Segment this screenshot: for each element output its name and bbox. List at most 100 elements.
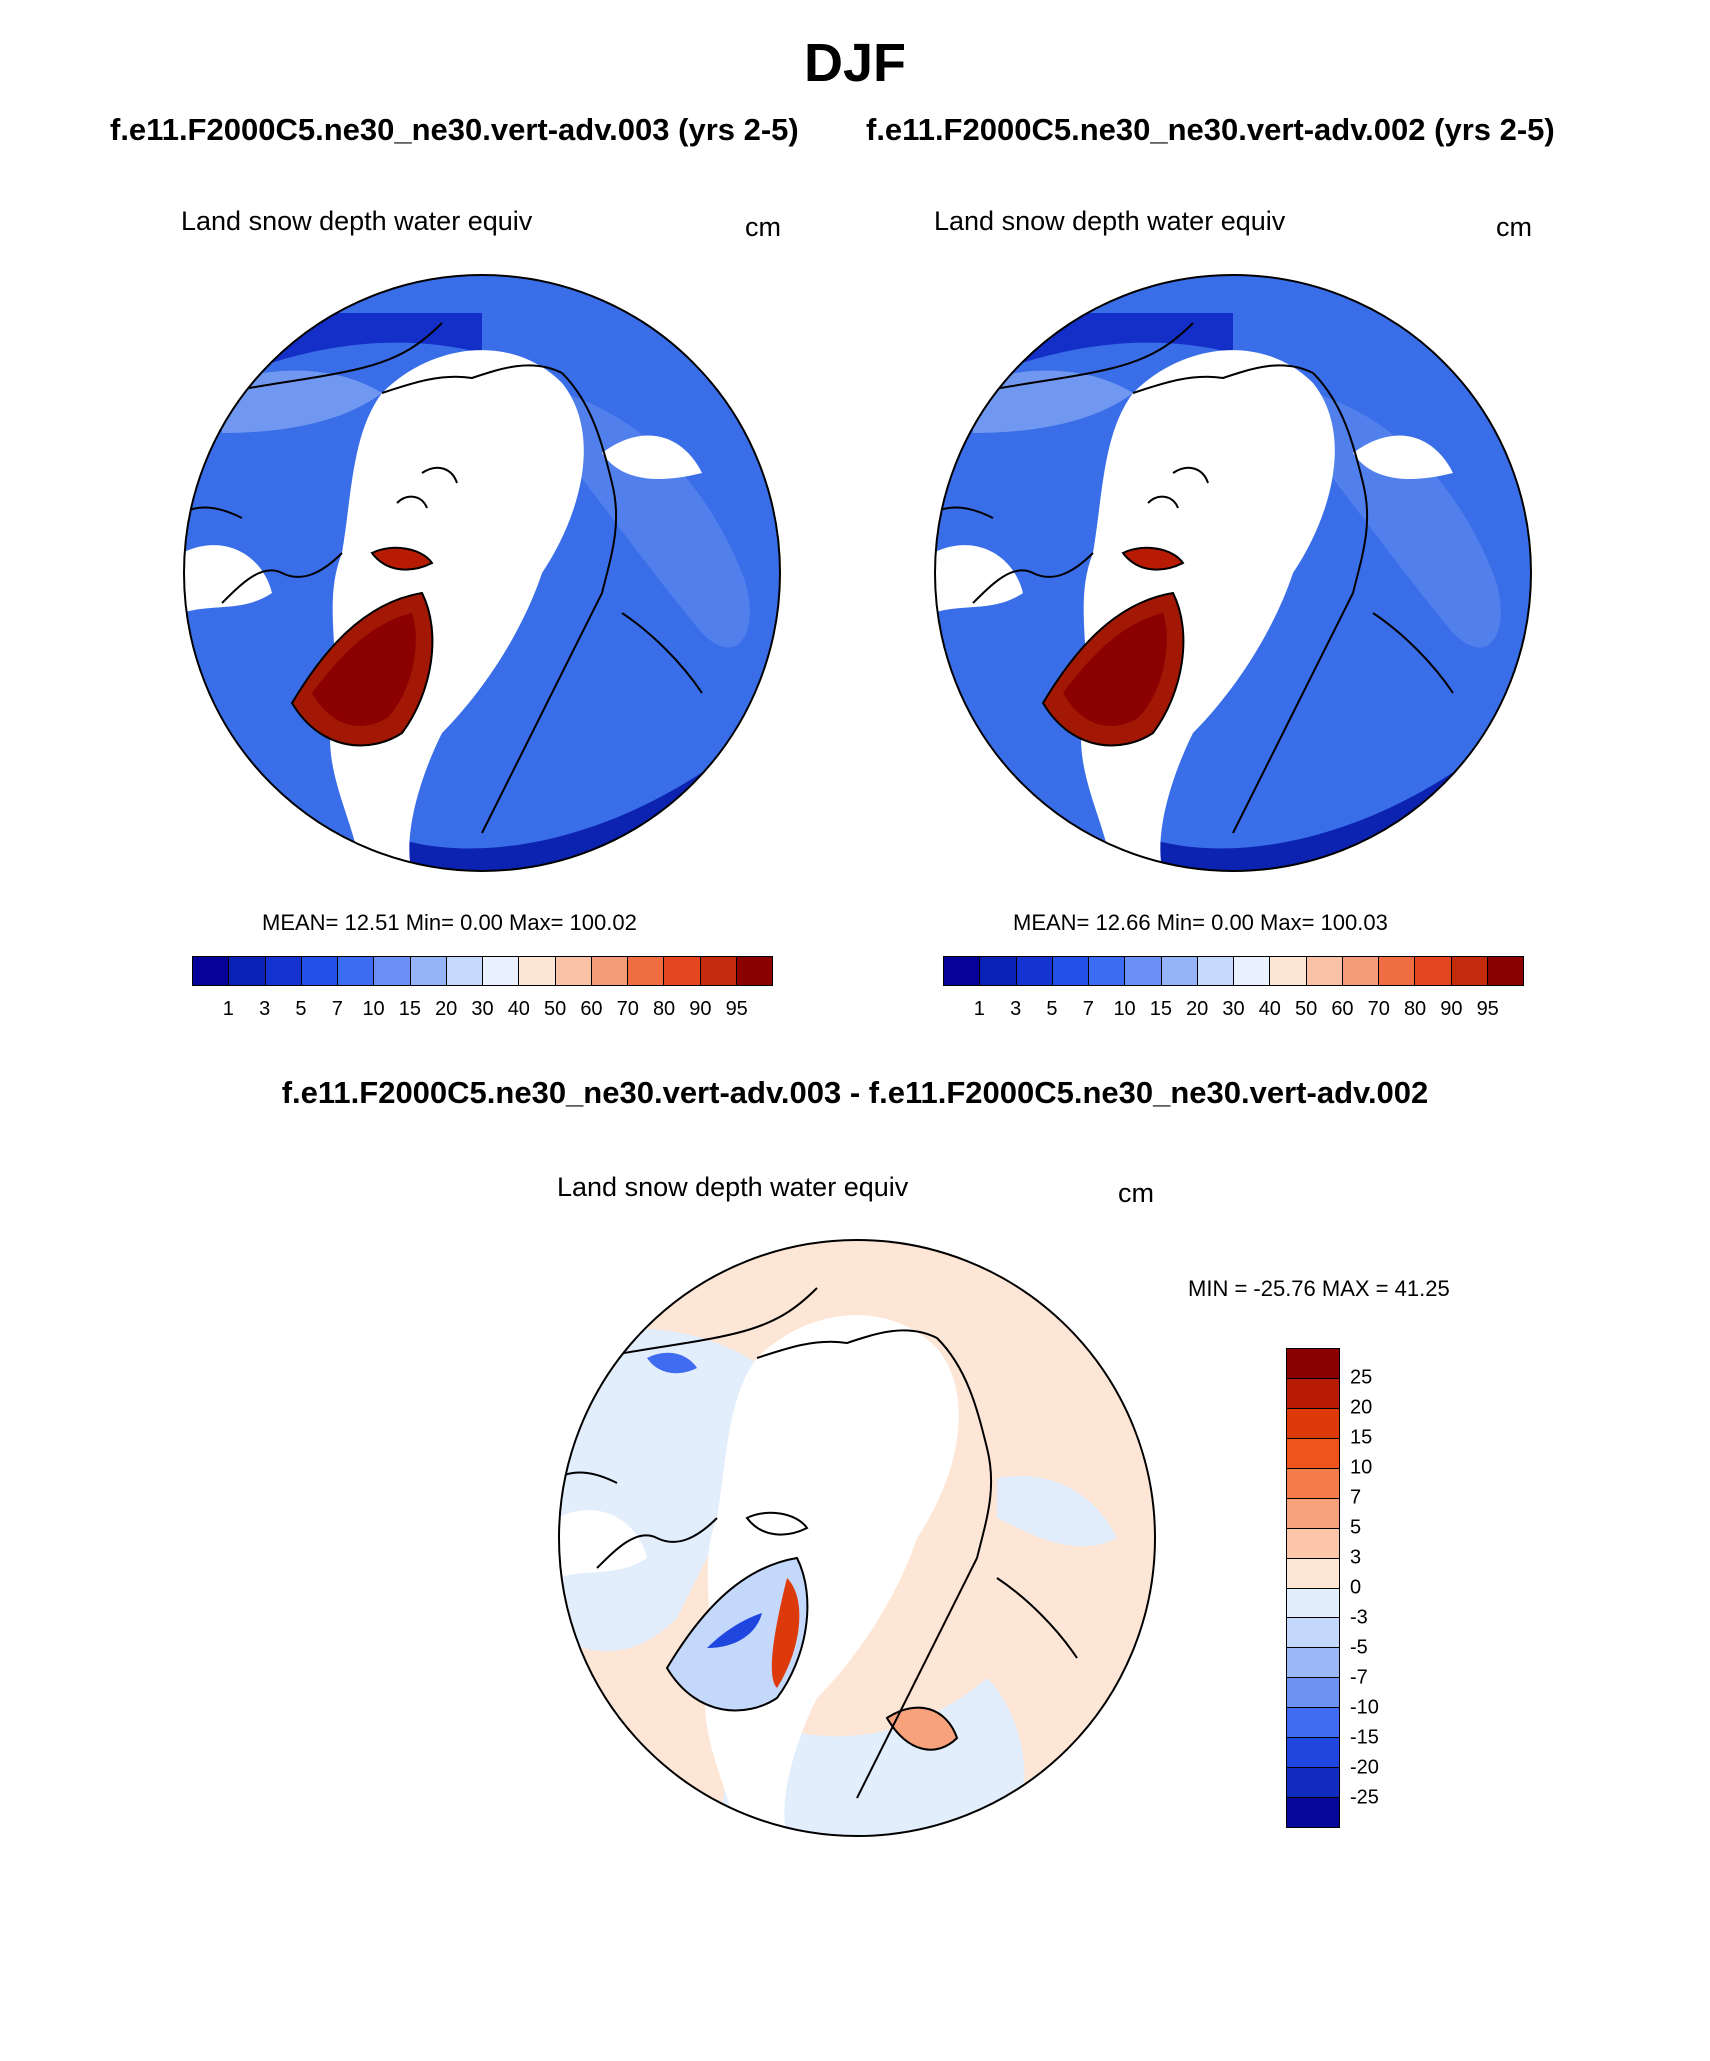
panel-a-colorbar-tick-label: 30 xyxy=(471,998,494,1020)
panel-a-greenland-core xyxy=(312,613,416,726)
panel-b-atlantic xyxy=(935,545,1023,613)
panel-diff-colorbar-swatch xyxy=(1287,1678,1339,1709)
panel-diff-colorbar-swatch xyxy=(1287,1378,1339,1409)
panel-diff-colorbar-tick-label: 7 xyxy=(1350,1486,1362,1509)
panel-b-colorbar-tick-label: 20 xyxy=(1186,998,1209,1020)
panel-diff-atlantic xyxy=(559,1510,647,1578)
panel-b-colorbar-swatch xyxy=(1089,957,1126,985)
panel-diff-map xyxy=(558,1239,1156,1837)
panel-a-colorbar-swatch xyxy=(736,957,772,985)
panel-b-alaska-ocean xyxy=(1353,435,1453,479)
panel-diff-colorbar-swatch xyxy=(1287,1798,1339,1827)
panel-diff-colorbar-swatch xyxy=(1287,1498,1339,1529)
panel-diff-units-label: cm xyxy=(1118,1178,1154,1208)
panel-a-map xyxy=(183,274,781,872)
panel-b-stats: MEAN= 12.66 Min= 0.00 Max= 100.03 xyxy=(1013,910,1388,935)
panel-b-colorbar-tick-label: 7 xyxy=(1082,998,1094,1020)
panel-b-colorbar-swatch xyxy=(1016,957,1053,985)
panel-diff-colorbar-swatch xyxy=(1287,1438,1339,1469)
panel-b-map-border xyxy=(934,274,1532,872)
panel-a-colorbar-tick-label: 50 xyxy=(544,998,567,1020)
panel-b-units-label: cm xyxy=(1496,212,1532,242)
panel-diff-colorbar-swatch xyxy=(1287,1708,1339,1739)
panel-b-map xyxy=(934,274,1532,872)
panel-diff-colorbar-tick-label: 0 xyxy=(1350,1576,1362,1599)
panel-diff-colorbar-tick-label: -7 xyxy=(1350,1666,1368,1689)
panel-diff-colorbar-tick-label: -5 xyxy=(1350,1636,1368,1659)
panel-diff-colorbar-swatch xyxy=(1287,1738,1339,1769)
panel-diff-colorbar-swatch xyxy=(1287,1558,1339,1589)
panel-b-colorbar-tick-label: 30 xyxy=(1222,998,1245,1020)
panel-diff-stats: MIN = -25.76 MAX = 41.25 xyxy=(1188,1276,1450,1301)
panel-diff-greenland-blue xyxy=(707,1613,762,1648)
panel-a-colorbar-tick-label: 80 xyxy=(652,998,676,1020)
panel-diff-colorbar-swatch xyxy=(1287,1349,1339,1379)
panel-b-colorbar-swatch xyxy=(1379,957,1416,985)
panel-diff-colorbar-tick-label: -3 xyxy=(1350,1606,1368,1629)
panel-a-colorbar-swatch xyxy=(700,957,737,985)
panel-a-colorbar-swatch xyxy=(338,957,375,985)
panel-a-ellesmere-snow xyxy=(372,547,432,570)
panel-b-colorbar-tick-label: 60 xyxy=(1331,998,1354,1020)
panel-a-colorbar-swatch xyxy=(483,957,520,985)
panel-a-colorbar-tick-label: 10 xyxy=(362,998,385,1020)
figure-title: DJF xyxy=(803,33,906,93)
panel-a-colorbar-swatch xyxy=(265,957,302,985)
panel-b-colorbar-tick-label: 90 xyxy=(1440,998,1463,1020)
panel-a-units-label: cm xyxy=(745,212,781,242)
panel-a-colorbar-ticks: 1 3 5 7 10 15 20 30 40 50 60 70 80 90 95 xyxy=(192,998,773,1022)
panel-a-colorbar-swatch xyxy=(555,957,592,985)
panel-b-greenland-core xyxy=(1063,613,1167,726)
panel-b-colorbar-tick-label: 1 xyxy=(973,998,985,1020)
panel-b-colorbar-swatch xyxy=(1052,957,1089,985)
panel-diff-colorbar-tick-label: 25 xyxy=(1350,1366,1373,1389)
panel-b-colorbar-swatch xyxy=(944,957,981,985)
panel-a-colorbar-swatch xyxy=(446,957,483,985)
panel-a-colorbar-tick-label: 70 xyxy=(616,998,639,1020)
panel-b-colorbar-swatch xyxy=(1125,957,1162,985)
panel-diff-variable-label: Land snow depth water equiv xyxy=(557,1172,909,1202)
case-a-title: f.e11.F2000C5.ne30_ne30.vert-adv.003 (yr… xyxy=(110,112,799,147)
panel-a-colorbar-swatch xyxy=(410,957,447,985)
panel-b-colorbar-swatch xyxy=(1306,957,1343,985)
panel-b-colorbar-tick-label: 95 xyxy=(1476,998,1499,1020)
panel-a-colorbar-swatch xyxy=(301,957,338,985)
panel-diff-colorbar-swatch xyxy=(1287,1648,1339,1679)
panel-b-colorbar-tick-label: 80 xyxy=(1403,998,1427,1020)
panel-b-colorbar-tick-label: 10 xyxy=(1113,998,1136,1020)
panel-a-colorbar-tick-label: 7 xyxy=(331,998,343,1020)
panel-a-arctic-ocean xyxy=(329,350,584,871)
panel-diff-colorbar-tick-label: -15 xyxy=(1350,1726,1379,1749)
case-b-title: f.e11.F2000C5.ne30_ne30.vert-adv.002 (yr… xyxy=(866,112,1555,147)
panel-diff-colorbar-tick-label: -10 xyxy=(1350,1696,1379,1719)
panel-a-colorbar-swatch xyxy=(229,957,266,985)
panel-b-coastlines xyxy=(935,322,1454,834)
panel-b-colorbar-swatch xyxy=(1197,957,1234,985)
panel-b-colorbar-swatch xyxy=(1342,957,1379,985)
panel-diff-blue-south xyxy=(717,1678,1025,1836)
panel-diff-colorbar-tick-label: -25 xyxy=(1350,1786,1379,1809)
panel-b-colorbar-ticks: 1 3 5 7 10 15 20 30 40 50 60 70 80 90 95 xyxy=(943,998,1524,1022)
panel-a-variable-label: Land snow depth water equiv xyxy=(181,206,533,236)
panel-b-colorbar-swatch xyxy=(1415,957,1452,985)
panel-b-colorbar-tick-label: 50 xyxy=(1295,998,1318,1020)
panel-a-map-border xyxy=(183,274,781,872)
panel-b-variable-label: Land snow depth water equiv xyxy=(934,206,1286,236)
panel-a-colorbar-tick-label: 1 xyxy=(222,998,234,1020)
panel-a-colorbar-tick-label: 5 xyxy=(295,998,307,1020)
panel-b-colorbar-tick-label: 70 xyxy=(1367,998,1390,1020)
panel-diff-colorbar-swatch xyxy=(1287,1588,1339,1619)
panel-a-colorbar-tick-label: 20 xyxy=(435,998,458,1020)
diff-title: f.e11.F2000C5.ne30_ne30.vert-adv.003 - f… xyxy=(281,1075,1429,1110)
panel-a-colorbar-tick-label: 15 xyxy=(398,998,421,1020)
panel-diff-colorbar-swatch xyxy=(1287,1768,1339,1799)
panel-diff-colorbar-ticks: 25 20 15 10 7 5 3 0 -3 -5 -7 -10 -15 -20 -25 xyxy=(1350,1348,1410,1828)
panel-a-colorbar-tick-label: 40 xyxy=(507,998,530,1020)
panel-a-colorbar-swatch xyxy=(374,957,411,985)
panel-a-colorbar-swatch xyxy=(664,957,701,985)
panel-diff-colorbar-tick-label: 3 xyxy=(1350,1546,1362,1569)
panel-a-stats: MEAN= 12.51 Min= 0.00 Max= 100.02 xyxy=(262,910,637,935)
panel-diff-colorbar xyxy=(1286,1348,1340,1828)
panel-b-colorbar-swatch xyxy=(1234,957,1271,985)
panel-b-colorbar-tick-label: 40 xyxy=(1258,998,1281,1020)
